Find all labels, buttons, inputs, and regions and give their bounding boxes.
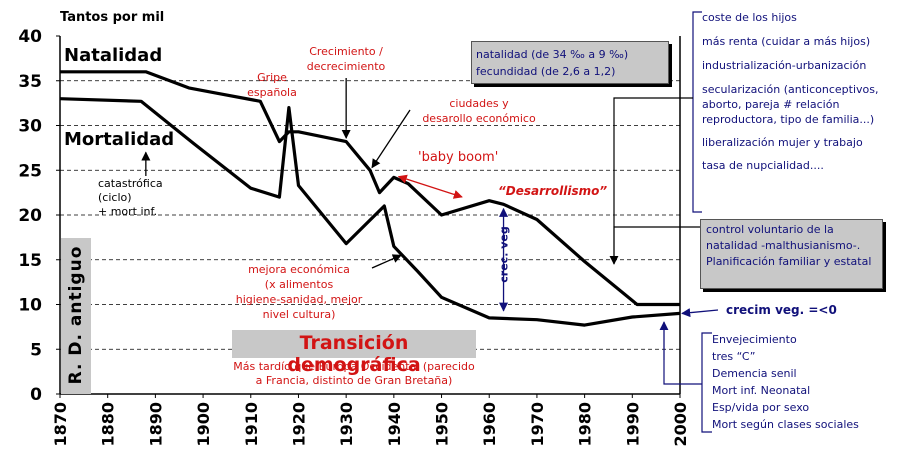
consequence-item: tres “C” bbox=[712, 350, 756, 363]
reason-item: tasa de nupcialidad.... bbox=[702, 159, 824, 172]
consequence-item: Envejecimiento bbox=[712, 333, 797, 346]
arrow-baby-boom bbox=[397, 174, 463, 199]
annotation-ciudades: ciudades y desarollo económico bbox=[404, 96, 554, 126]
transicion-title-box bbox=[232, 330, 476, 358]
catastrofica-line-1: catastrófica bbox=[98, 177, 163, 190]
y-tick-label: 35 bbox=[18, 72, 42, 92]
rates-natalidad: natalidad (de 34 ‰ a 9 ‰) bbox=[476, 48, 629, 61]
catastrofica-line-3: + mort inf. bbox=[98, 205, 158, 218]
x-tick-label: 1970 bbox=[528, 402, 547, 447]
gripe-line-2: española bbox=[247, 86, 297, 99]
reasons-bracket bbox=[692, 11, 702, 213]
control-box bbox=[700, 219, 883, 289]
annotation-arrows bbox=[141, 11, 719, 433]
x-tick-label: 1870 bbox=[51, 402, 70, 447]
annotation-crec-veg: crec. veg bbox=[497, 226, 511, 283]
y-tick-label: 25 bbox=[18, 161, 42, 181]
x-tick-label: 1890 bbox=[146, 402, 165, 447]
series-line-mortalidad bbox=[59, 97, 681, 327]
mejora-line-3: higiene-sanidad, mejor bbox=[235, 293, 363, 306]
transicion-subtitle: Más tardío que Europa Occidental (pareci… bbox=[204, 360, 504, 388]
y-tick-label: 5 bbox=[30, 340, 42, 360]
consequences-list: Envejecimiento tres “C” Demencia senil M… bbox=[712, 331, 902, 433]
rates-box bbox=[471, 41, 669, 84]
consequence-item: Demencia senil bbox=[712, 367, 797, 380]
series-line-natalidad bbox=[60, 70, 680, 307]
consequences-connector bbox=[663, 360, 702, 385]
x-tick-label: 1990 bbox=[623, 402, 642, 447]
control-box-text: control voluntario de la natalidad -malt… bbox=[706, 223, 872, 268]
reason-item: liberalización mujer y trabajo bbox=[702, 136, 863, 149]
ciudades-line-2: desarollo económico bbox=[422, 112, 536, 125]
x-tick-label: 1940 bbox=[385, 402, 404, 447]
x-tick-label: 2000 bbox=[671, 402, 690, 447]
crecimiento-line-2: decrecimiento bbox=[306, 60, 386, 73]
annotation-baby-boom: 'baby boom' bbox=[418, 150, 499, 165]
transicion-sub-line-2: a Francia, distinto de Gran Bretaña) bbox=[255, 374, 453, 387]
y-axis-title: Tantos por mil bbox=[60, 10, 165, 25]
reason-item: coste de los hijos bbox=[702, 11, 797, 24]
reasons-connector bbox=[613, 97, 693, 226]
mejora-line-2: (x alimentos bbox=[264, 278, 334, 291]
rates-box-text: natalidad (de 34 ‰ a 9 ‰) fecundidad (de… bbox=[476, 46, 628, 80]
mejora-line-1: mejora económica bbox=[248, 263, 350, 276]
reason-item: más renta (cuidar a más hijos) bbox=[702, 35, 871, 48]
series-label-mortalidad: Mortalidad bbox=[64, 129, 175, 150]
annotation-catastrofica: catastrófica (ciclo) + mort inf. bbox=[98, 177, 163, 219]
series-label-natalidad: Natalidad bbox=[64, 45, 163, 66]
transicion-title: Transición demográfica bbox=[287, 332, 421, 376]
x-tick-label: 1950 bbox=[433, 402, 452, 447]
rates-fecundidad: fecundidad (de 2,6 a 1,2) bbox=[476, 65, 616, 78]
consequence-item: Esp/vida por sexo bbox=[712, 401, 810, 414]
arrow-ciudades bbox=[371, 109, 411, 169]
x-tick-label: 1910 bbox=[242, 402, 261, 447]
y-tick-label: 40 bbox=[18, 27, 42, 47]
x-tick-label: 1980 bbox=[576, 402, 595, 447]
rd-antiguo-box bbox=[61, 238, 91, 394]
arrow-crecim-veg-zero bbox=[681, 308, 719, 318]
axes bbox=[56, 35, 681, 398]
annotation-desarrollismo: “Desarrollismo” bbox=[498, 184, 608, 198]
rd-antiguo-label: R. D. antiguo bbox=[66, 245, 86, 385]
x-tick-label: 1930 bbox=[337, 402, 356, 447]
x-tick-label: 1920 bbox=[289, 402, 308, 447]
y-tick-label: 15 bbox=[18, 251, 42, 271]
arrow-mejora bbox=[371, 254, 402, 269]
catastrofica-line-2: (ciclo) bbox=[98, 191, 132, 204]
consequence-item: Mort inf. Neonatal bbox=[712, 384, 811, 397]
mejora-line-4: nivel cultura) bbox=[262, 308, 336, 321]
y-tick-label: 10 bbox=[18, 296, 42, 316]
y-tick-label: 30 bbox=[18, 117, 42, 137]
crecimiento-line-1: Crecimiento / bbox=[309, 45, 383, 58]
reason-item: industrialización-urbanización bbox=[702, 59, 867, 72]
annotation-mejora-economica: mejora económica (x alimentos higiene-sa… bbox=[214, 262, 384, 322]
consequence-item: Mort según clases sociales bbox=[712, 418, 859, 431]
x-tick-label: 1960 bbox=[480, 402, 499, 447]
reasons-list: coste de los hijos más renta (cuidar a m… bbox=[702, 10, 900, 173]
reason-item: secularización (anticonceptivos, aborto,… bbox=[702, 83, 879, 126]
gripe-line-1: Gripe bbox=[257, 71, 287, 84]
x-tick-label: 1900 bbox=[194, 402, 213, 447]
tick-labels: 1870 1880 1890 1900 1910 1920 1930 1940 1950 1960… bbox=[18, 27, 690, 447]
annotation-crecim-veg-zero: crecim veg. =<0 bbox=[726, 303, 837, 317]
annotation-gripe-espanola: Gripe española bbox=[240, 70, 304, 100]
y-tick-label: 0 bbox=[30, 385, 42, 405]
consequences-bracket bbox=[701, 332, 712, 433]
ciudades-line-1: ciudades y bbox=[449, 97, 509, 110]
series-lines bbox=[59, 70, 681, 327]
transicion-sub-line-1: Más tardío que Europa Occidental (pareci… bbox=[233, 360, 475, 373]
annotation-crecimiento: Crecimiento / decrecimiento bbox=[290, 44, 402, 74]
x-tick-label: 1880 bbox=[99, 402, 118, 447]
y-tick-label: 20 bbox=[18, 206, 42, 226]
